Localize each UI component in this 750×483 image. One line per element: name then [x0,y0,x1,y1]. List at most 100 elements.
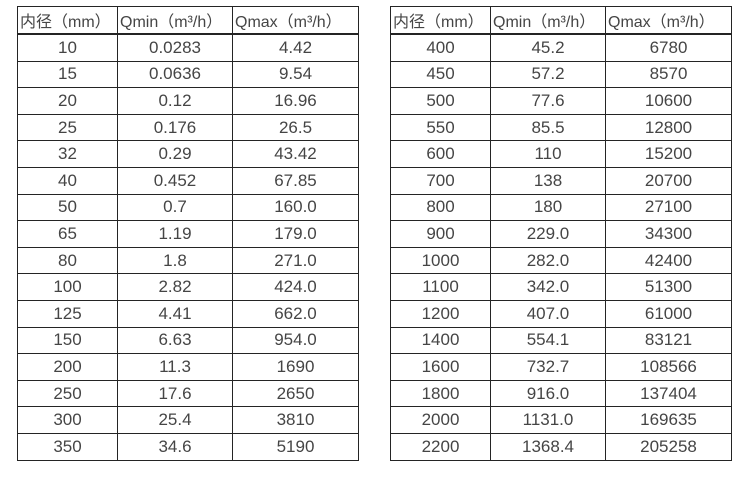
cell: 1400 [390,326,491,355]
cell: 6780 [605,33,732,62]
cell: 83121 [605,326,732,355]
cell: 50 [17,193,118,222]
table-row: 65 1.19 179.0 [17,220,359,248]
table-row: 900 229.0 34300 [390,220,732,248]
cell: 271.0 [232,246,359,275]
cell: 700 [390,166,491,195]
cell: 500 [390,87,491,115]
cell: 57.2 [490,60,606,89]
cell: 600 [390,140,491,168]
cell: 67.85 [232,166,359,195]
cell: 6.63 [117,326,233,355]
cell: 200 [17,353,118,381]
table-row: 1400 554.1 83121 [390,326,732,355]
table-row: 700 138 20700 [390,166,732,195]
cell: 0.0283 [117,33,233,62]
cell: 0.7 [117,193,233,222]
cell: 2.82 [117,273,233,301]
cell: 137404 [605,379,732,408]
cell: 27100 [605,193,732,222]
header-qmin: Qmin（m³/h） [117,6,233,35]
table-row: 40 0.452 67.85 [17,166,359,195]
cell: 282.0 [490,246,606,275]
header-qmax: Qmax（m³/h） [232,6,359,35]
table-row: 450 57.2 8570 [390,60,732,89]
table-row: 2000 1131.0 169635 [390,406,732,434]
table-row: 15 0.0636 9.54 [17,60,359,89]
table-row: 80 1.8 271.0 [17,246,359,275]
cell: 180 [490,193,606,222]
cell: 954.0 [232,326,359,355]
cell: 300 [17,406,118,434]
cell: 229.0 [490,220,606,248]
table-body: 10 0.0283 4.42 15 0.0636 9.54 20 0.12 16.96 25 0.1… [17,33,359,461]
cell: 110 [490,140,606,168]
flow-spec-table-left: 内径（mm） Qmin（m³/h） Qmax（m³/h） 10 0.0283 4.4… [17,6,359,461]
table-row: 20 0.12 16.96 [17,87,359,115]
cell: 51300 [605,273,732,301]
table-row: 125 4.41 662.0 [17,299,359,328]
header-inner-diameter: 内径（mm） [390,6,491,35]
cell: 407.0 [490,299,606,328]
table-body: 400 45.2 6780 450 57.2 8570 500 77.6 10600 550 85.… [390,33,732,461]
cell: 1.8 [117,246,233,275]
header-qmin: Qmin（m³/h） [490,6,606,35]
cell: 34.6 [117,432,233,461]
cell: 150 [17,326,118,355]
cell: 8570 [605,60,732,89]
flow-spec-table-right: 内径（mm） Qmin（m³/h） Qmax（m³/h） 400 45.2 6780… [390,6,732,461]
table-row: 2200 1368.4 205258 [390,432,732,461]
cell: 11.3 [117,353,233,381]
cell: 350 [17,432,118,461]
table-row: 1200 407.0 61000 [390,299,732,328]
table-row: 32 0.29 43.42 [17,140,359,168]
cell: 34300 [605,220,732,248]
cell: 20 [17,87,118,115]
cell: 65 [17,220,118,248]
cell: 15200 [605,140,732,168]
table-row: 150 6.63 954.0 [17,326,359,355]
cell: 169635 [605,406,732,434]
cell: 2650 [232,379,359,408]
cell: 662.0 [232,299,359,328]
table-row: 400 45.2 6780 [390,33,732,62]
cell: 250 [17,379,118,408]
cell: 0.12 [117,87,233,115]
cell: 17.6 [117,379,233,408]
cell: 4.41 [117,299,233,328]
table-row: 25 0.176 26.5 [17,113,359,142]
table-row: 550 85.5 12800 [390,113,732,142]
cell: 450 [390,60,491,89]
cell: 0.452 [117,166,233,195]
cell: 1368.4 [490,432,606,461]
cell: 800 [390,193,491,222]
cell: 205258 [605,432,732,461]
cell: 0.176 [117,113,233,142]
table-row: 1000 282.0 42400 [390,246,732,275]
table-header: 内径（mm） Qmin（m³/h） Qmax（m³/h） [17,6,359,35]
cell: 3810 [232,406,359,434]
cell: 1000 [390,246,491,275]
header-row: 内径（mm） Qmin（m³/h） Qmax（m³/h） [390,6,732,35]
cell: 10600 [605,87,732,115]
cell: 100 [17,273,118,301]
cell: 179.0 [232,220,359,248]
cell: 20700 [605,166,732,195]
cell: 138 [490,166,606,195]
table-row: 10 0.0283 4.42 [17,33,359,62]
cell: 45.2 [490,33,606,62]
cell: 77.6 [490,87,606,115]
cell: 80 [17,246,118,275]
cell: 42400 [605,246,732,275]
cell: 125 [17,299,118,328]
cell: 43.42 [232,140,359,168]
cell: 1600 [390,353,491,381]
cell: 40 [17,166,118,195]
cell: 61000 [605,299,732,328]
cell: 1131.0 [490,406,606,434]
table-row: 500 77.6 10600 [390,87,732,115]
table-header: 内径（mm） Qmin（m³/h） Qmax（m³/h） [390,6,732,35]
cell: 732.7 [490,353,606,381]
table-row: 350 34.6 5190 [17,432,359,461]
